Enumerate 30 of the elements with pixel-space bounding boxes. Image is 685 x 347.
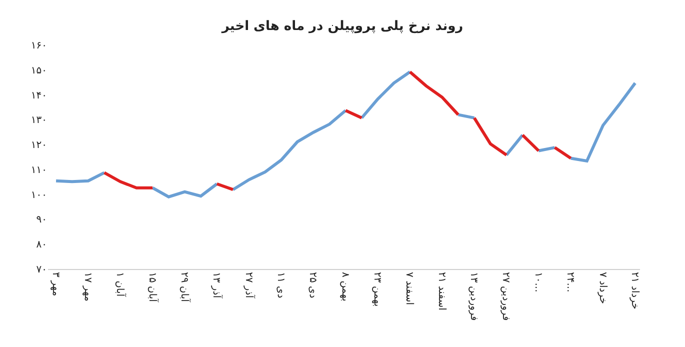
y-tick-label: ۱۶۰ (30, 40, 47, 52)
x-tick-label: ۱۰... (532, 272, 544, 292)
y-tick-label: ۱۴۰ (30, 90, 47, 102)
x-tick-label: ۱ آبان (114, 272, 128, 298)
y-tick-label: ۹۰ (36, 214, 47, 226)
x-tick-label: ۳ مهر (50, 272, 61, 296)
x-tick-label: ۷ اسفند (404, 272, 415, 306)
y-tick-label: ۱۵۰ (30, 65, 47, 76)
x-tick-label: ۱۵ آبان (146, 272, 160, 304)
x-tick-label: ۲۷ فروردین (500, 272, 512, 321)
y-tick-label: ۷۰ (36, 264, 47, 276)
x-tick-label: ۲۷ آذر (242, 272, 256, 300)
y-tick-label: ۱۳۰ (30, 115, 47, 126)
x-tick-label: ۲۱ اسفند (436, 272, 447, 310)
x-tick-label: ۲۳ بهمن (372, 272, 383, 307)
x-tick-label: ۲۱ خرداد (628, 272, 640, 310)
chart-title: روند نرخ پلی پروپیلن در ماه های اخیر (220, 18, 464, 34)
x-tick-label: ۱۷ مهر (82, 272, 93, 302)
y-tick-label: ۸۰ (36, 240, 47, 251)
x-tick-label: ۱۱ دی (275, 272, 286, 298)
x-tick-label: ۲۵ دی (307, 272, 318, 298)
y-tick-label: ۱۲۰ (30, 140, 47, 152)
x-tick-label: ۲۹ آبان (178, 272, 192, 304)
x-tick-label: ۱۳ فروردین (468, 272, 480, 321)
x-tick-label: ۲۴... (564, 272, 576, 292)
x-tick-label: ۸ بهمن (339, 272, 350, 302)
y-tick-label: ۱۱۰ (30, 164, 47, 176)
x-tick-label: ۷ خرداد (596, 272, 608, 304)
x-tick-label: ۱۳ آذر (210, 272, 224, 300)
y-tick-label: ۱۰۰ (30, 190, 47, 201)
